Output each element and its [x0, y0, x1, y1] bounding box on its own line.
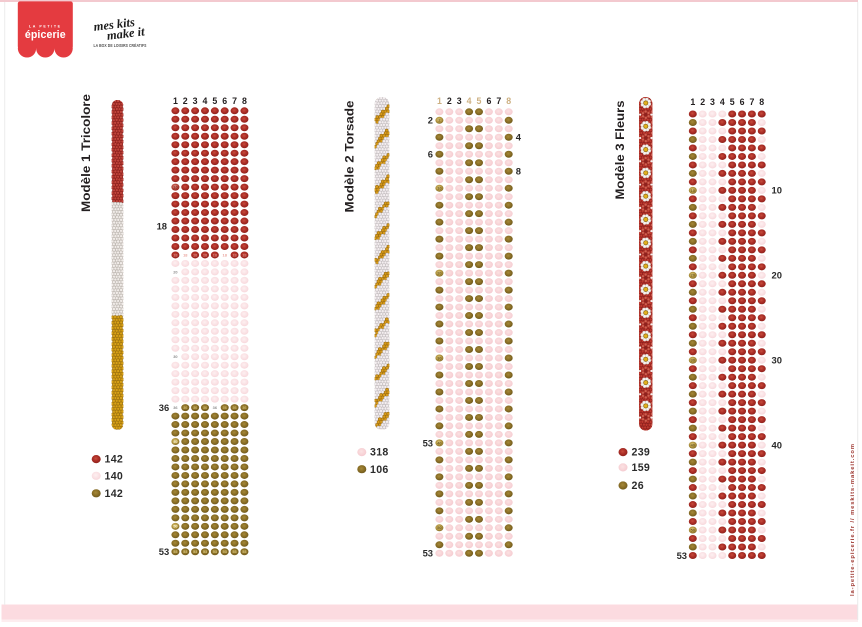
svg-text:3: 3 [457, 96, 462, 106]
svg-text:5: 5 [212, 96, 217, 106]
svg-text:10: 10 [772, 185, 782, 196]
svg-text:18: 18 [242, 252, 247, 257]
svg-text:53: 53 [423, 437, 433, 448]
svg-text:20: 20 [437, 270, 441, 275]
svg-text:5: 5 [730, 97, 735, 107]
svg-text:2: 2 [438, 118, 441, 123]
svg-text:50: 50 [437, 525, 441, 530]
svg-text:8: 8 [242, 96, 247, 106]
svg-text:36: 36 [242, 405, 247, 410]
svg-text:106: 106 [370, 464, 389, 476]
svg-text:40: 40 [173, 439, 177, 444]
svg-text:159: 159 [632, 462, 651, 474]
svg-text:53: 53 [242, 549, 247, 554]
svg-text:8: 8 [506, 96, 511, 106]
svg-text:4: 4 [467, 96, 472, 106]
svg-text:30: 30 [691, 358, 695, 363]
svg-text:18: 18 [223, 252, 228, 257]
svg-text:3: 3 [193, 96, 198, 106]
svg-text:53: 53 [213, 549, 218, 554]
svg-text:36: 36 [193, 405, 198, 410]
svg-text:2: 2 [447, 96, 452, 106]
svg-text:26: 26 [632, 480, 644, 492]
svg-text:36: 36 [173, 405, 178, 410]
svg-text:30: 30 [437, 355, 441, 360]
svg-text:mes kits: mes kits [93, 15, 136, 34]
svg-text:142: 142 [105, 488, 124, 500]
svg-text:36: 36 [213, 405, 218, 410]
svg-text:36: 36 [203, 405, 208, 410]
svg-text:7: 7 [749, 97, 754, 107]
svg-text:318: 318 [370, 447, 389, 459]
svg-text:53: 53 [173, 549, 178, 554]
svg-text:53: 53 [423, 548, 433, 559]
svg-text:36: 36 [183, 405, 188, 410]
svg-text:5: 5 [477, 96, 482, 106]
svg-text:1: 1 [173, 96, 178, 106]
svg-text:3: 3 [710, 97, 715, 107]
svg-text:140: 140 [105, 470, 124, 482]
svg-text:4: 4 [720, 97, 725, 107]
svg-text:7: 7 [496, 96, 501, 106]
svg-text:30: 30 [173, 354, 177, 359]
svg-text:10: 10 [437, 186, 441, 191]
svg-text:18: 18 [157, 220, 167, 231]
svg-text:Modèle 1 Tricolore: Modèle 1 Tricolore [80, 93, 93, 212]
svg-text:20: 20 [691, 273, 695, 278]
svg-text:make it: make it [106, 24, 146, 43]
svg-text:épicerie: épicerie [25, 29, 66, 41]
svg-text:6: 6 [740, 97, 745, 107]
svg-text:53: 53 [159, 546, 169, 557]
svg-text:36: 36 [159, 402, 169, 413]
svg-text:18: 18 [213, 252, 218, 257]
svg-text:30: 30 [772, 355, 782, 366]
svg-text:6: 6 [486, 96, 491, 106]
svg-text:Modèle 3 Fleurs: Modèle 3 Fleurs [614, 101, 627, 200]
svg-text:142: 142 [105, 454, 124, 466]
svg-text:53: 53 [183, 549, 188, 554]
svg-text:36: 36 [223, 405, 228, 410]
svg-text:40: 40 [691, 442, 695, 447]
svg-text:1: 1 [437, 96, 442, 106]
svg-text:4: 4 [516, 132, 522, 143]
svg-text:18: 18 [203, 252, 208, 257]
svg-text:18: 18 [193, 252, 198, 257]
svg-text:36: 36 [232, 405, 237, 410]
svg-text:18: 18 [183, 252, 188, 257]
svg-text:53: 53 [677, 550, 687, 561]
svg-text:Modèle 2 Torsade: Modèle 2 Torsade [343, 100, 356, 213]
svg-text:50: 50 [173, 524, 177, 529]
svg-text:20: 20 [772, 270, 782, 281]
svg-text:7: 7 [232, 96, 237, 106]
svg-text:8: 8 [516, 166, 521, 177]
svg-text:4: 4 [203, 96, 208, 106]
svg-text:53: 53 [232, 549, 237, 554]
svg-text:LA BOX DE LOISIRS CRÉATIFS: LA BOX DE LOISIRS CRÉATIFS [94, 43, 147, 48]
svg-text:6: 6 [428, 149, 433, 160]
svg-text:18: 18 [232, 252, 237, 257]
svg-text:20: 20 [173, 269, 177, 274]
svg-text:40: 40 [437, 440, 441, 445]
svg-text:la-petite-epicerie.fr // meski: la-petite-epicerie.fr // meskits-makeit.… [850, 444, 856, 596]
svg-text:2: 2 [700, 97, 705, 107]
svg-text:10: 10 [691, 188, 695, 193]
svg-text:18: 18 [173, 252, 178, 257]
svg-text:2: 2 [183, 96, 188, 106]
svg-text:2: 2 [428, 115, 433, 126]
svg-text:239: 239 [632, 447, 651, 459]
svg-text:6: 6 [222, 96, 227, 106]
svg-text:1: 1 [690, 97, 695, 107]
svg-text:LA PETITE: LA PETITE [29, 24, 62, 28]
svg-text:50: 50 [691, 527, 695, 532]
svg-text:10: 10 [173, 184, 177, 189]
svg-text:53: 53 [223, 549, 228, 554]
svg-text:8: 8 [759, 97, 764, 107]
svg-text:53: 53 [193, 549, 198, 554]
svg-text:53: 53 [203, 549, 208, 554]
svg-text:40: 40 [772, 439, 782, 450]
